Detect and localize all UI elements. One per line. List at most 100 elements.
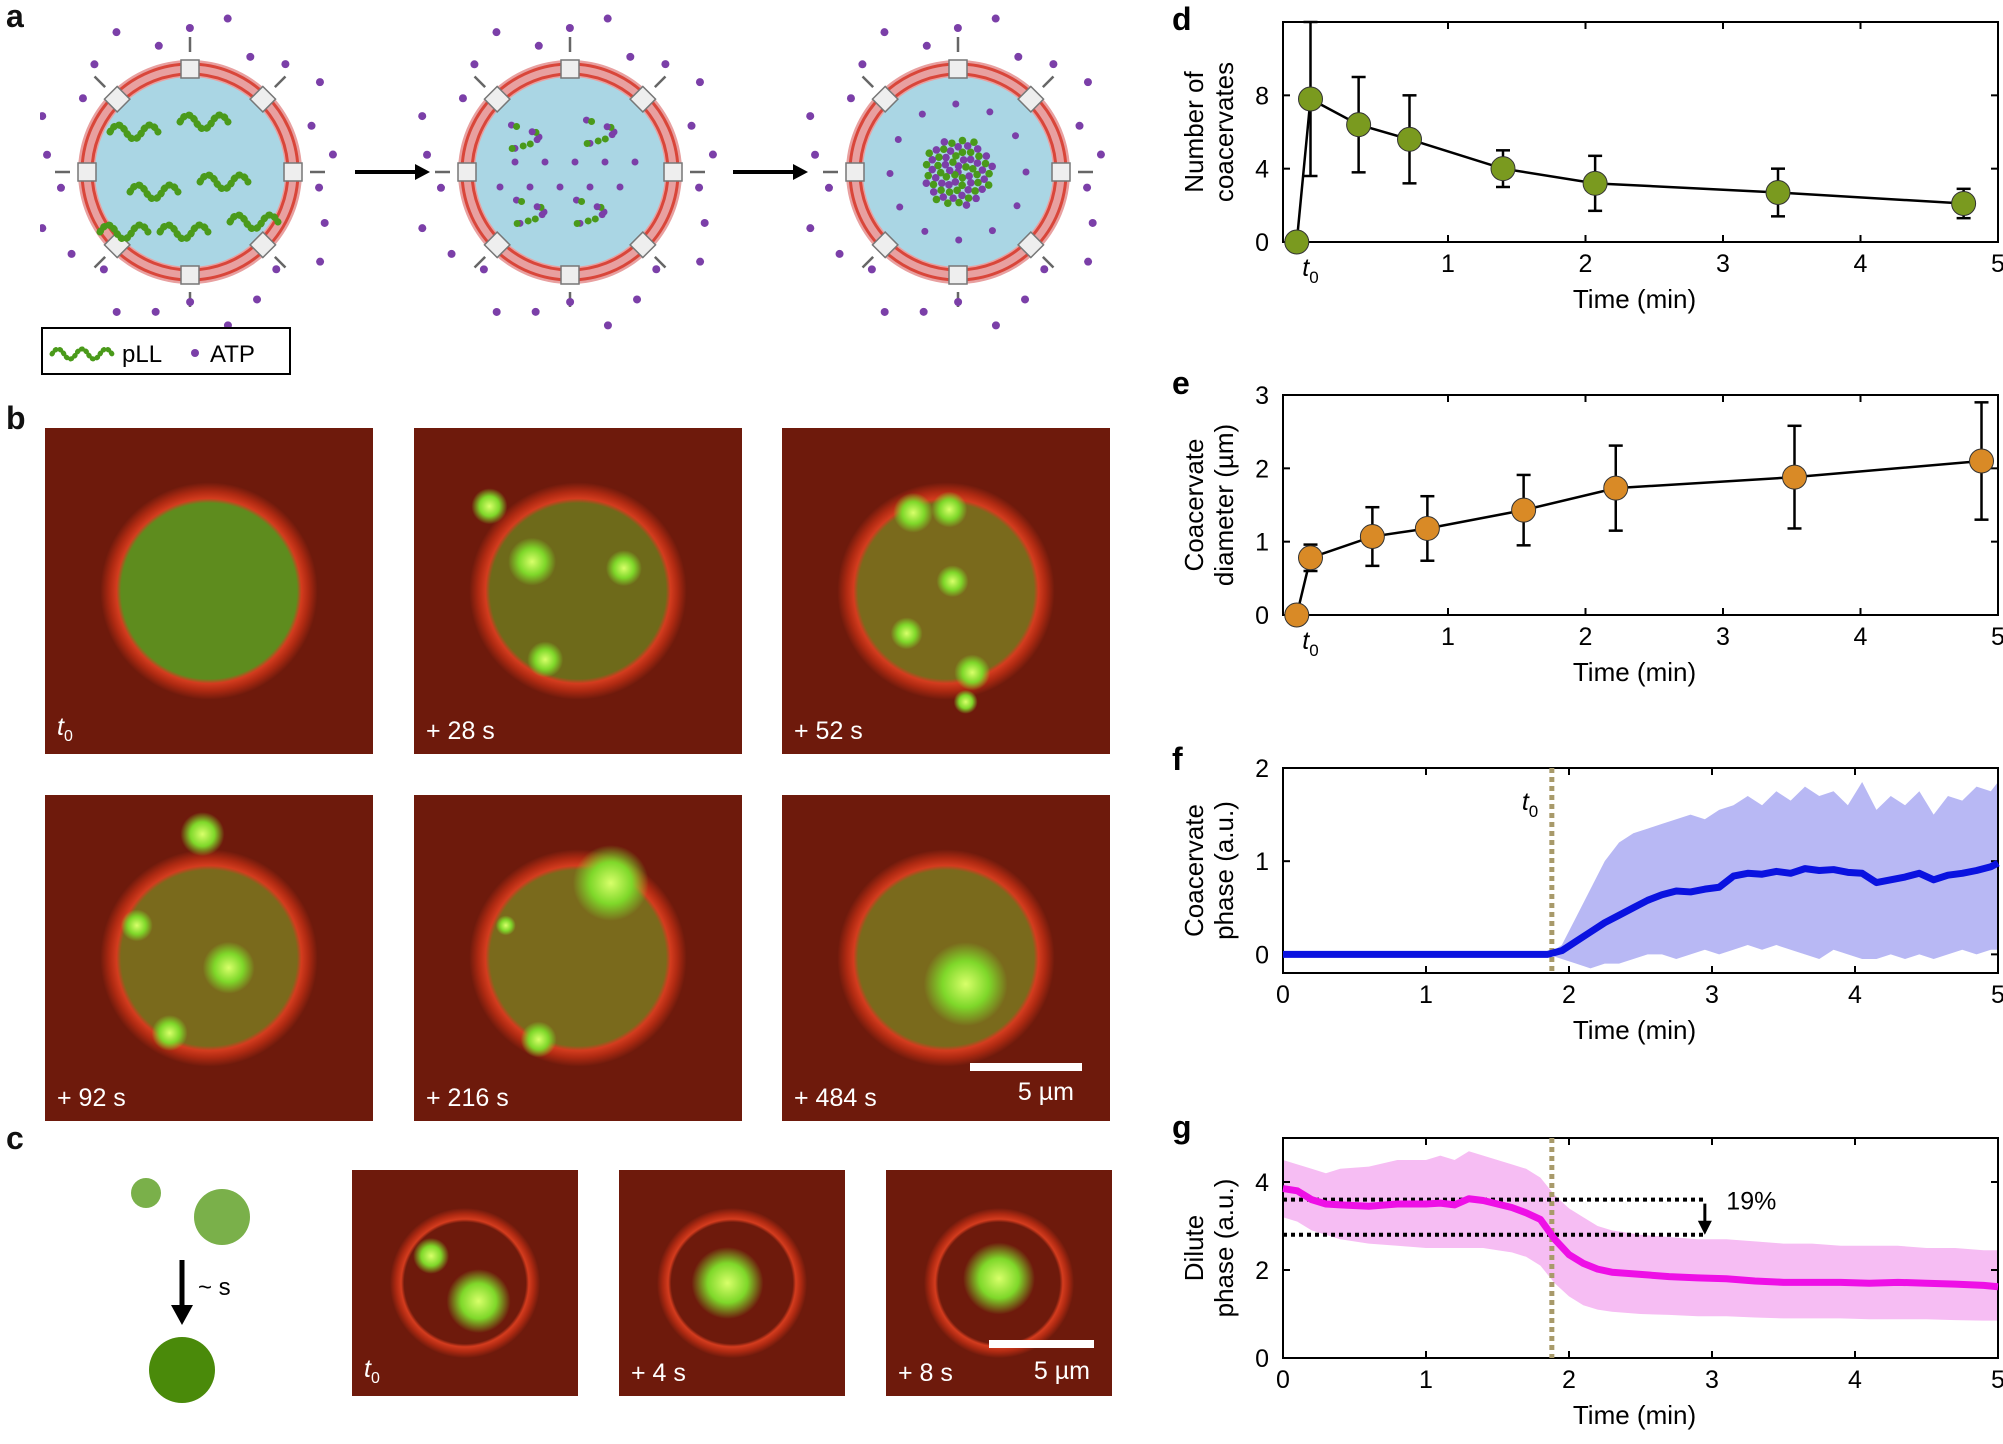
x-tick-label: 4	[1848, 981, 1862, 1009]
pll-legend-icon	[49, 346, 115, 362]
timestamp-label: + 4 s	[631, 1359, 686, 1387]
error-band	[1283, 781, 1998, 969]
y-tick-label: 0	[1255, 229, 1269, 257]
atp-legend-icon	[191, 349, 199, 357]
y-axis-label: Coacervatediameter (µm)	[1179, 424, 1239, 586]
b-micrograph-6: + 484 s 5 µm	[782, 795, 1110, 1121]
fusion-schematic: ~ s	[131, 1178, 250, 1403]
data-point	[1490, 156, 1516, 182]
x-tick-label: 5	[1991, 1366, 2003, 1394]
timestamp-label: + 484 s	[794, 1084, 877, 1112]
x-tick-label: 4	[1854, 250, 1868, 278]
data-point	[1969, 448, 1994, 474]
percent-drop-annotation: 19%	[1726, 1188, 1776, 1216]
data-point	[1603, 475, 1629, 501]
data-point	[1951, 191, 1977, 216]
x-tick-label: 3	[1716, 623, 1730, 651]
x-tick-label: 2	[1562, 981, 1576, 1009]
y-tick-label: 2	[1255, 455, 1269, 483]
vesicle-cell-3	[806, 14, 1105, 330]
t0-tick-label: t0	[1302, 627, 1318, 660]
scale-bar	[970, 1063, 1082, 1071]
x-tick-label: 1	[1419, 981, 1433, 1009]
x-tick-label: 5	[1991, 250, 2003, 278]
panel-label-a: a	[6, 0, 24, 34]
x-tick-label: 0	[1276, 1366, 1290, 1394]
y-axis-label-line1: Coacervate	[1179, 439, 1209, 572]
panel-label-g: g	[1172, 1109, 1192, 1145]
y-tick-label: 4	[1255, 1169, 1269, 1197]
plot-frame	[1282, 1137, 1999, 1359]
x-axis-label: Time (min)	[1573, 284, 1696, 314]
timestamp-sub: 0	[370, 1370, 380, 1387]
process-arrow-2	[733, 164, 808, 180]
x-axis-label: Time (min)	[1573, 1015, 1696, 1045]
data-point	[1298, 86, 1323, 112]
series-line	[1295, 459, 1982, 616]
y-tick-label: 2	[1255, 755, 1269, 783]
fusion-time-label: ~ s	[198, 1274, 231, 1301]
x-tick-label: 1	[1441, 623, 1455, 651]
series-line	[1282, 1185, 1999, 1291]
timestamp-t: t	[364, 1355, 371, 1383]
data-point	[1782, 464, 1807, 490]
t0-marker-label: t0	[1522, 788, 1538, 821]
b-micrograph-2: + 28 s	[414, 428, 742, 754]
x-tick-label: 2	[1562, 1366, 1576, 1394]
data-point	[1298, 545, 1323, 571]
timestamp-label: + 8 s	[898, 1359, 953, 1387]
legend-atp-label: ATP	[210, 341, 255, 368]
x-tick-label: 1	[1441, 250, 1455, 278]
data-point	[1511, 497, 1537, 523]
down-arrow-icon	[171, 1305, 193, 1325]
legend-pll-label: pLL	[122, 341, 162, 368]
plot-frame	[1282, 394, 1999, 616]
b-micrograph-4: + 92 s	[45, 795, 373, 1121]
x-tick-label: 4	[1854, 623, 1868, 651]
error-band	[1283, 1151, 1998, 1321]
y-axis-label-line2: diameter (µm)	[1209, 424, 1239, 586]
y-tick-label: 0	[1255, 1345, 1269, 1373]
fused-droplet-icon	[149, 1337, 215, 1403]
scale-bar-label: 5 µm	[1017, 1078, 1074, 1106]
t0-tick-label: t0	[1302, 254, 1318, 287]
y-axis-label: Coacervatephase (a.u.)	[1179, 801, 1239, 940]
x-tick-label: 3	[1716, 250, 1730, 278]
x-axis-label: Time (min)	[1573, 1400, 1696, 1430]
x-tick-label: 2	[1579, 250, 1593, 278]
series-line	[1283, 859, 2000, 958]
c-micrograph-1: t0	[352, 1170, 578, 1396]
small-droplet-icon	[131, 1178, 161, 1208]
x-tick-label: 3	[1705, 981, 1719, 1009]
plot-frame	[1282, 21, 1999, 243]
process-arrow-1	[355, 164, 430, 180]
x-tick-label: 1	[1419, 1366, 1433, 1394]
scale-bar-label: 5 µm	[1033, 1357, 1090, 1385]
y-tick-label: 8	[1255, 82, 1269, 110]
y-tick-label: 1	[1255, 529, 1269, 557]
timestamp-sub: 0	[63, 728, 73, 745]
y-axis-label-line1: Dilute	[1179, 1215, 1209, 1281]
x-tick-label: 0	[1276, 981, 1290, 1009]
y-tick-label: 3	[1255, 382, 1269, 410]
large-droplet-icon	[194, 1189, 250, 1245]
timestamp-label: + 52 s	[794, 717, 863, 745]
data-point	[1765, 180, 1791, 205]
data-point	[1397, 126, 1422, 152]
data-point	[1414, 515, 1440, 541]
y-tick-label: 0	[1255, 941, 1269, 969]
timestamp-label: + 216 s	[426, 1084, 509, 1112]
data-point	[1284, 602, 1310, 628]
y-axis-label: Dilutephase (a.u.)	[1179, 1179, 1239, 1318]
schematic-a: pLL ATP	[40, 14, 1105, 375]
y-axis-label-line2: phase (a.u.)	[1209, 801, 1239, 940]
y-tick-label: 0	[1255, 602, 1269, 630]
data-point	[1346, 112, 1372, 138]
panel-label-f: f	[1172, 741, 1183, 777]
y-axis-label-line1: Coacervate	[1179, 804, 1209, 937]
c-micrograph-3: + 8 s 5 µm	[886, 1170, 1112, 1396]
x-tick-label: 5	[1991, 623, 2003, 651]
series-line	[1295, 97, 1964, 243]
b-micrograph-5: + 216 s	[414, 795, 742, 1121]
y-axis-label-line2: phase (a.u.)	[1209, 1179, 1239, 1318]
